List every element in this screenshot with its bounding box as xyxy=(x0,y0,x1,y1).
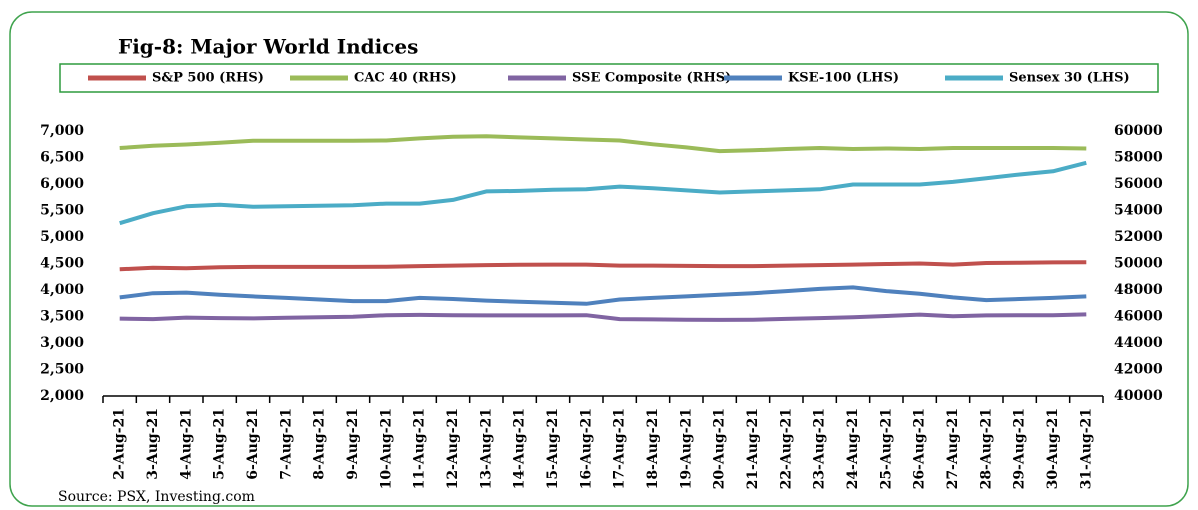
y2-tick-label: 42000 xyxy=(1114,362,1163,378)
y-tick-label: 6,500 xyxy=(40,150,84,166)
x-tick-label: 4-Aug-21 xyxy=(178,408,194,480)
y2-tick-label: 46000 xyxy=(1114,309,1163,325)
x-tick-label: 25-Aug-21 xyxy=(878,408,894,489)
legend-label: S&P 500 (RHS) xyxy=(152,71,264,86)
x-tick-label: 13-Aug-21 xyxy=(478,408,494,489)
y2-tick-label: 54000 xyxy=(1114,203,1163,219)
y-tick-label: 7,000 xyxy=(40,123,84,139)
y-tick-label: 4,000 xyxy=(40,282,84,298)
x-tick-label: 17-Aug-21 xyxy=(612,408,628,489)
x-tick-label: 26-Aug-21 xyxy=(912,408,928,489)
x-tick-label: 31-Aug-21 xyxy=(1078,408,1094,489)
x-tick-label: 27-Aug-21 xyxy=(945,408,961,489)
y-tick-label: 2,500 xyxy=(40,362,84,378)
x-tick-label: 2-Aug-21 xyxy=(112,408,128,480)
y-tick-label: 5,000 xyxy=(40,229,84,245)
x-tick-label: 28-Aug-21 xyxy=(978,408,994,489)
x-tick-label: 3-Aug-21 xyxy=(145,408,161,480)
legend-label: SSE Composite (RHS) xyxy=(572,71,731,86)
y2-tick-label: 60000 xyxy=(1114,123,1163,139)
x-tick-label: 22-Aug-21 xyxy=(778,408,794,489)
frame xyxy=(9,11,1189,507)
y2-tick-label: 50000 xyxy=(1114,256,1163,272)
y-tick-label: 3,000 xyxy=(40,335,84,351)
x-tick-label: 5-Aug-21 xyxy=(212,408,228,480)
x-tick-label: 24-Aug-21 xyxy=(845,408,861,489)
legend-label: Sensex 30 (LHS) xyxy=(1009,71,1130,86)
x-tick-label: 7-Aug-21 xyxy=(278,408,294,480)
y2-tick-label: 40000 xyxy=(1114,388,1163,404)
y2-tick-label: 48000 xyxy=(1114,282,1163,298)
series-line xyxy=(119,160,1087,226)
x-tick-label: 29-Aug-21 xyxy=(1012,408,1028,489)
y2-tick-label: 52000 xyxy=(1114,229,1163,245)
y-tick-label: 5,500 xyxy=(40,203,84,219)
y-tick-label: 3,500 xyxy=(40,309,84,325)
x-tick-label: 12-Aug-21 xyxy=(445,408,461,489)
y2-tick-label: 58000 xyxy=(1114,150,1163,166)
legend-label: KSE-100 (LHS) xyxy=(788,71,899,86)
x-tick-label: 14-Aug-21 xyxy=(512,408,528,489)
x-tick-label: 19-Aug-21 xyxy=(678,408,694,489)
y2-tick-label: 44000 xyxy=(1114,335,1163,351)
x-tick-label: 11-Aug-21 xyxy=(412,408,428,489)
y2-tick-label: 56000 xyxy=(1114,176,1163,192)
x-tick-label: 21-Aug-21 xyxy=(745,408,761,489)
x-tick-label: 6-Aug-21 xyxy=(245,408,261,480)
x-tick-label: 23-Aug-21 xyxy=(812,408,828,489)
legend-box xyxy=(59,63,1159,93)
x-tick-label: 30-Aug-21 xyxy=(1045,408,1061,489)
y-tick-label: 6,000 xyxy=(40,176,84,192)
series-line xyxy=(119,312,1087,322)
x-tick-label: 8-Aug-21 xyxy=(312,408,328,480)
x-tick-label: 15-Aug-21 xyxy=(545,408,561,489)
y-tick-label: 2,000 xyxy=(40,388,84,404)
x-tick-label: 16-Aug-21 xyxy=(578,408,594,489)
x-tick-label: 20-Aug-21 xyxy=(712,408,728,489)
legend-label: CAC 40 (RHS) xyxy=(354,71,457,86)
source-note: Source: PSX, Investing.com xyxy=(58,489,255,505)
x-tick-label: 18-Aug-21 xyxy=(645,408,661,489)
series-line xyxy=(119,285,1087,306)
series-line xyxy=(119,134,1087,154)
x-tick-label: 10-Aug-21 xyxy=(378,408,394,489)
series-line xyxy=(119,260,1087,272)
y-tick-label: 4,500 xyxy=(40,256,84,272)
x-tick-label: 9-Aug-21 xyxy=(345,408,361,480)
chart-title: Fig-8: Major World Indices xyxy=(118,35,418,59)
